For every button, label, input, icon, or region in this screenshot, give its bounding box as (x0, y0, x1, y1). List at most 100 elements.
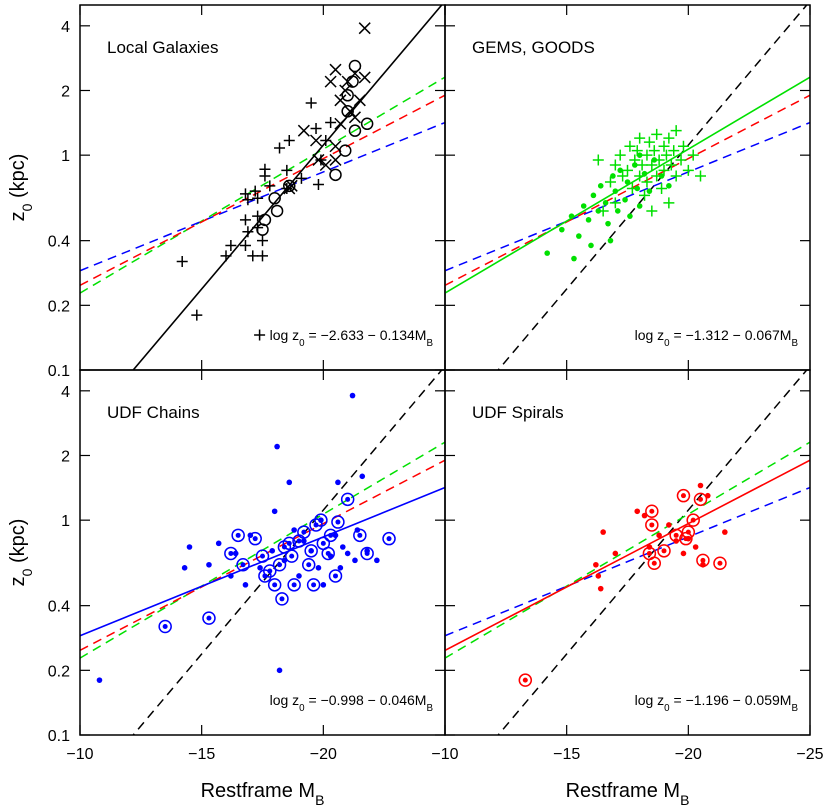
point (296, 573, 302, 579)
point (675, 154, 687, 166)
point-dot (328, 532, 334, 538)
x-axis-label-part: Restframe M (201, 780, 315, 802)
point (607, 237, 614, 244)
point (585, 217, 592, 223)
x-axis-label-part: B (680, 792, 689, 807)
y-tick-label: 0.2 (48, 663, 70, 680)
y-axis-label-part: (kpc) (7, 519, 29, 569)
point (252, 192, 264, 204)
point (286, 479, 293, 486)
fit-equation-part: 0 (299, 338, 305, 349)
x-axis-label-part: Restframe M (566, 780, 680, 802)
fit-equation-part: log z (270, 327, 300, 343)
point (329, 63, 342, 76)
point (636, 152, 643, 158)
point (158, 619, 172, 634)
point (651, 157, 658, 163)
point (634, 508, 641, 515)
point-dot (364, 550, 370, 556)
point (329, 168, 342, 182)
point (96, 677, 103, 683)
point (257, 235, 268, 247)
plot-area (445, 5, 810, 370)
point (658, 140, 670, 152)
reference-fit-line (445, 94, 810, 287)
point (321, 546, 335, 561)
point (359, 473, 366, 480)
panel-frame (444, 4, 811, 371)
point (680, 550, 687, 557)
point-dot (289, 553, 295, 559)
point (287, 578, 301, 592)
point-dot (522, 677, 528, 683)
point (295, 172, 307, 184)
plot-area (80, 370, 445, 735)
point-dot (296, 538, 302, 544)
point (256, 223, 269, 236)
point-dot (252, 536, 258, 542)
point (663, 132, 675, 144)
point (281, 164, 293, 176)
point-ring (287, 578, 301, 592)
x-axis-label-part: B (315, 792, 324, 807)
point (310, 123, 322, 135)
point (341, 89, 354, 102)
point-ring (202, 611, 216, 625)
point-ring (255, 549, 270, 563)
point (310, 134, 323, 147)
y-tick-label: 0.1 (48, 363, 70, 380)
point (309, 518, 323, 532)
point-ring (647, 556, 662, 571)
y-axis-label: z0 (kpc) (7, 519, 35, 587)
point-ring (686, 513, 700, 527)
point (248, 531, 262, 546)
panel-title: Local Galaxies (107, 38, 219, 57)
point (202, 611, 216, 625)
point-dot (272, 582, 278, 588)
point (331, 515, 345, 529)
point-ring (282, 536, 297, 551)
panel-frame (79, 4, 446, 371)
point (314, 513, 328, 527)
point-ring (314, 513, 328, 527)
point-dot (260, 553, 265, 559)
point (665, 159, 677, 171)
point (332, 532, 339, 539)
point (232, 550, 239, 557)
point-dot (286, 540, 292, 546)
point (593, 561, 599, 568)
point-ring (304, 544, 318, 558)
point-dot (690, 517, 696, 523)
point (247, 250, 259, 262)
point (612, 188, 619, 194)
point (668, 145, 680, 157)
point (374, 557, 380, 564)
point-dot (277, 562, 283, 568)
point (274, 443, 280, 450)
point-dot (700, 557, 706, 563)
point-ring (645, 518, 659, 532)
point (692, 544, 699, 550)
fit-equation-part: = −0.998 − 0.046M (305, 692, 427, 708)
panel-title: UDF Spirals (472, 403, 564, 422)
reference-fit-line (132, 370, 443, 735)
point (559, 226, 565, 233)
point (304, 544, 318, 558)
point-ring (158, 619, 172, 634)
point (660, 149, 672, 161)
point (239, 239, 251, 251)
point-ring (306, 578, 321, 592)
point-ring (231, 528, 245, 543)
point-ring (382, 531, 396, 546)
point-dot (308, 548, 314, 554)
point-ring (681, 525, 696, 539)
point (267, 578, 282, 592)
point (634, 185, 641, 192)
point (242, 226, 254, 238)
point (602, 200, 609, 206)
y-tick-label: 2 (61, 83, 70, 100)
point (518, 673, 533, 687)
point (348, 124, 362, 137)
y-tick-label: 4 (61, 19, 70, 36)
